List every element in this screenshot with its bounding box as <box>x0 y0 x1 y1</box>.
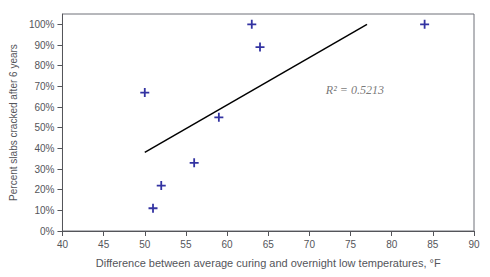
svg-text:50: 50 <box>139 239 151 250</box>
svg-text:20%: 20% <box>34 184 54 195</box>
svg-text:90%: 90% <box>34 40 54 51</box>
svg-text:100%: 100% <box>29 19 55 30</box>
svg-text:45: 45 <box>98 239 110 250</box>
svg-text:Difference between average cur: Difference between average curing and ov… <box>96 257 441 269</box>
svg-text:60: 60 <box>222 239 234 250</box>
svg-text:80: 80 <box>386 239 398 250</box>
svg-text:R² = 0.5213: R² = 0.5213 <box>325 83 384 97</box>
svg-text:70%: 70% <box>34 81 54 92</box>
svg-text:40%: 40% <box>34 143 54 154</box>
svg-text:75: 75 <box>345 239 357 250</box>
svg-text:80%: 80% <box>34 60 54 71</box>
svg-text:30%: 30% <box>34 164 54 175</box>
svg-text:65: 65 <box>263 239 275 250</box>
svg-text:90: 90 <box>468 239 480 250</box>
svg-text:85: 85 <box>427 239 439 250</box>
svg-text:50%: 50% <box>34 122 54 133</box>
svg-text:60%: 60% <box>34 102 54 113</box>
svg-text:10%: 10% <box>34 205 54 216</box>
svg-text:0%: 0% <box>40 226 55 237</box>
svg-text:40: 40 <box>57 239 69 250</box>
svg-text:Percent slabs cracked after 6: Percent slabs cracked after 6 years <box>8 44 19 201</box>
svg-text:70: 70 <box>304 239 316 250</box>
svg-text:55: 55 <box>180 239 192 250</box>
